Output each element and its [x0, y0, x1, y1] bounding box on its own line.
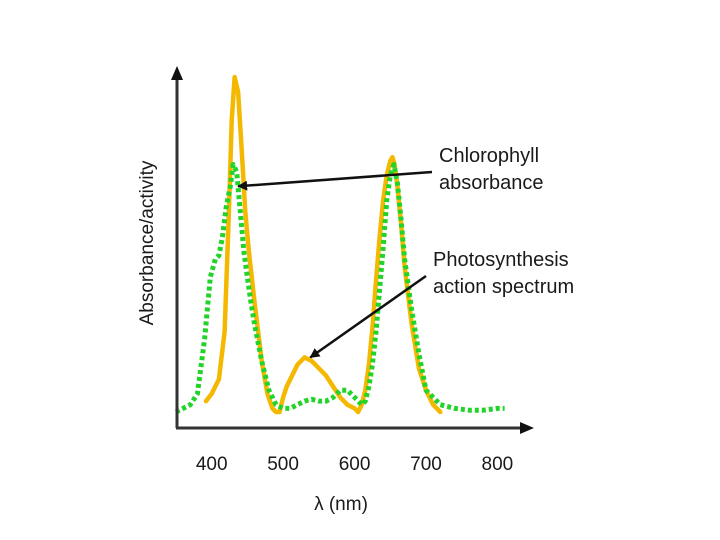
- annotation-action: Photosynthesis action spectrum: [309, 249, 574, 359]
- x-axis-arrow: [520, 422, 534, 434]
- series-line-action: [174, 162, 505, 415]
- x-tick-labels: 400 500 600 700 800: [196, 454, 513, 475]
- x-tick-label: 700: [410, 454, 442, 475]
- series-layer: [174, 74, 505, 415]
- x-tick-label: 800: [482, 454, 514, 475]
- y-axis-arrow: [171, 66, 183, 80]
- y-axis-label: Absorbance/activity: [137, 160, 158, 325]
- annotation-text-chlorophyll: Chlorophyll absorbance: [439, 145, 544, 194]
- x-tick-label: 400: [196, 454, 228, 475]
- x-tick-label: 500: [267, 454, 299, 475]
- annotations: Chlorophyll absorbance Photosynthesis actio…: [237, 145, 574, 359]
- annotation-arrow-chlorophyll: [237, 170, 433, 191]
- annotation-chlorophyll: Chlorophyll absorbance: [237, 145, 544, 194]
- x-tick-label: 600: [339, 454, 371, 475]
- axes: [171, 66, 534, 434]
- annotation-arrow-action: [309, 274, 427, 359]
- annotation-text-action: Photosynthesis action spectrum: [433, 249, 574, 298]
- x-axis-label: λ (nm): [314, 494, 368, 515]
